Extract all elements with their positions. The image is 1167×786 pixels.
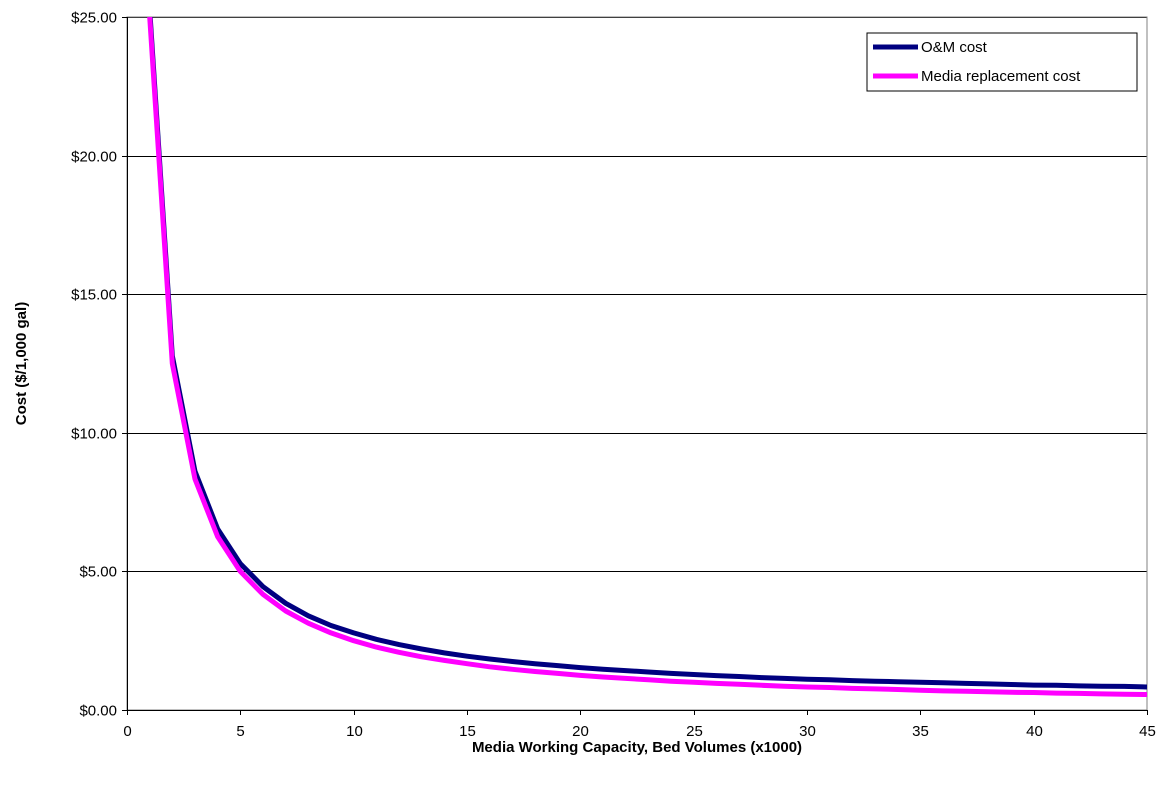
gridlines [127,17,1147,572]
x-tick-label: 35 [912,723,929,740]
y-tick-label: $15.00 [71,287,117,304]
series-lines [147,17,1147,697]
legend: O&M cost Media replacement cost [866,32,1138,92]
y-tick-label: $5.00 [79,564,117,581]
x-tick-label: 0 [123,723,131,740]
x-axis: 0 5 10 15 20 25 30 35 40 45 [123,710,1156,740]
x-tick-label: 45 [1139,723,1156,740]
x-tick-label: 30 [799,723,816,740]
x-tick-label: 10 [346,723,363,740]
x-tick-label: 5 [236,723,244,740]
y-axis-title: Cost ($/1,000 gal) [13,302,30,425]
legend-label-media-replacement-cost: Media replacement cost [921,68,1081,85]
y-tick-label: $25.00 [71,10,117,27]
y-tick-label: $10.00 [71,426,117,443]
series-line-om-cost [147,17,1147,690]
x-tick-label: 40 [1026,723,1043,740]
x-tick-label: 20 [572,723,589,740]
legend-label-om-cost: O&M cost [921,39,988,56]
y-tick-label: $20.00 [71,149,117,166]
y-axis: $0.00 $5.00 $10.00 $15.00 $20.00 $25.00 [71,10,128,720]
series-line-media-replacement-cost [147,17,1147,697]
x-axis-title: Media Working Capacity, Bed Volumes (x10… [472,739,802,756]
y-tick-label: $0.00 [79,703,117,720]
x-tick-label: 25 [686,723,703,740]
x-tick-label: 15 [459,723,476,740]
legend-box [866,32,1138,92]
